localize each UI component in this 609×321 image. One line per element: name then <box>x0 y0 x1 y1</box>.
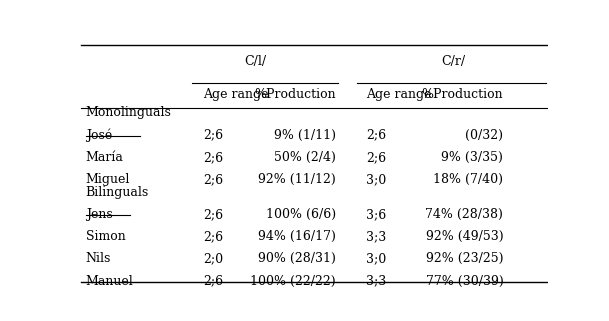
Text: 2;0: 2;0 <box>203 252 224 265</box>
Text: Simon: Simon <box>85 230 125 243</box>
Text: 3;6: 3;6 <box>367 208 387 221</box>
Text: C/r/: C/r/ <box>442 55 466 68</box>
Text: 92% (49/53): 92% (49/53) <box>426 230 503 243</box>
Text: Age range: Age range <box>203 88 269 101</box>
Text: Manuel: Manuel <box>85 274 133 288</box>
Text: 50% (2/4): 50% (2/4) <box>274 151 336 164</box>
Text: 2;6: 2;6 <box>203 230 224 243</box>
Text: Bilinguals: Bilinguals <box>85 186 149 199</box>
Text: Age range: Age range <box>367 88 432 101</box>
Text: María: María <box>85 151 124 164</box>
Text: 3;3: 3;3 <box>367 230 387 243</box>
Text: 2;6: 2;6 <box>203 208 224 221</box>
Text: 92% (11/12): 92% (11/12) <box>258 173 336 186</box>
Text: 2;6: 2;6 <box>203 274 224 288</box>
Text: José: José <box>85 129 112 142</box>
Text: 2;6: 2;6 <box>203 151 224 164</box>
Text: 9% (1/11): 9% (1/11) <box>273 129 336 142</box>
Text: 2;6: 2;6 <box>203 173 224 186</box>
Text: (0/32): (0/32) <box>465 129 503 142</box>
Text: 2;6: 2;6 <box>367 129 387 142</box>
Text: 92% (23/25): 92% (23/25) <box>426 252 503 265</box>
Text: 100% (6/6): 100% (6/6) <box>266 208 336 221</box>
Text: 100% (22/22): 100% (22/22) <box>250 274 336 288</box>
Text: 3;0: 3;0 <box>367 252 387 265</box>
Text: Nils: Nils <box>85 252 111 265</box>
Text: 90% (28/31): 90% (28/31) <box>258 252 336 265</box>
Text: Monolinguals: Monolinguals <box>85 107 172 119</box>
Text: C/l/: C/l/ <box>244 55 267 68</box>
Text: 94% (16/17): 94% (16/17) <box>258 230 336 243</box>
Text: 2;6: 2;6 <box>203 129 224 142</box>
Text: %Production: %Production <box>254 88 336 101</box>
Text: Jens: Jens <box>85 208 112 221</box>
Text: %Production: %Production <box>421 88 503 101</box>
Text: 3;3: 3;3 <box>367 274 387 288</box>
Text: Miguel: Miguel <box>85 173 130 186</box>
Text: 3;0: 3;0 <box>367 173 387 186</box>
Text: 18% (7/40): 18% (7/40) <box>433 173 503 186</box>
Text: 77% (30/39): 77% (30/39) <box>426 274 503 288</box>
Text: 74% (28/38): 74% (28/38) <box>426 208 503 221</box>
Text: 9% (3/35): 9% (3/35) <box>442 151 503 164</box>
Text: 2;6: 2;6 <box>367 151 387 164</box>
